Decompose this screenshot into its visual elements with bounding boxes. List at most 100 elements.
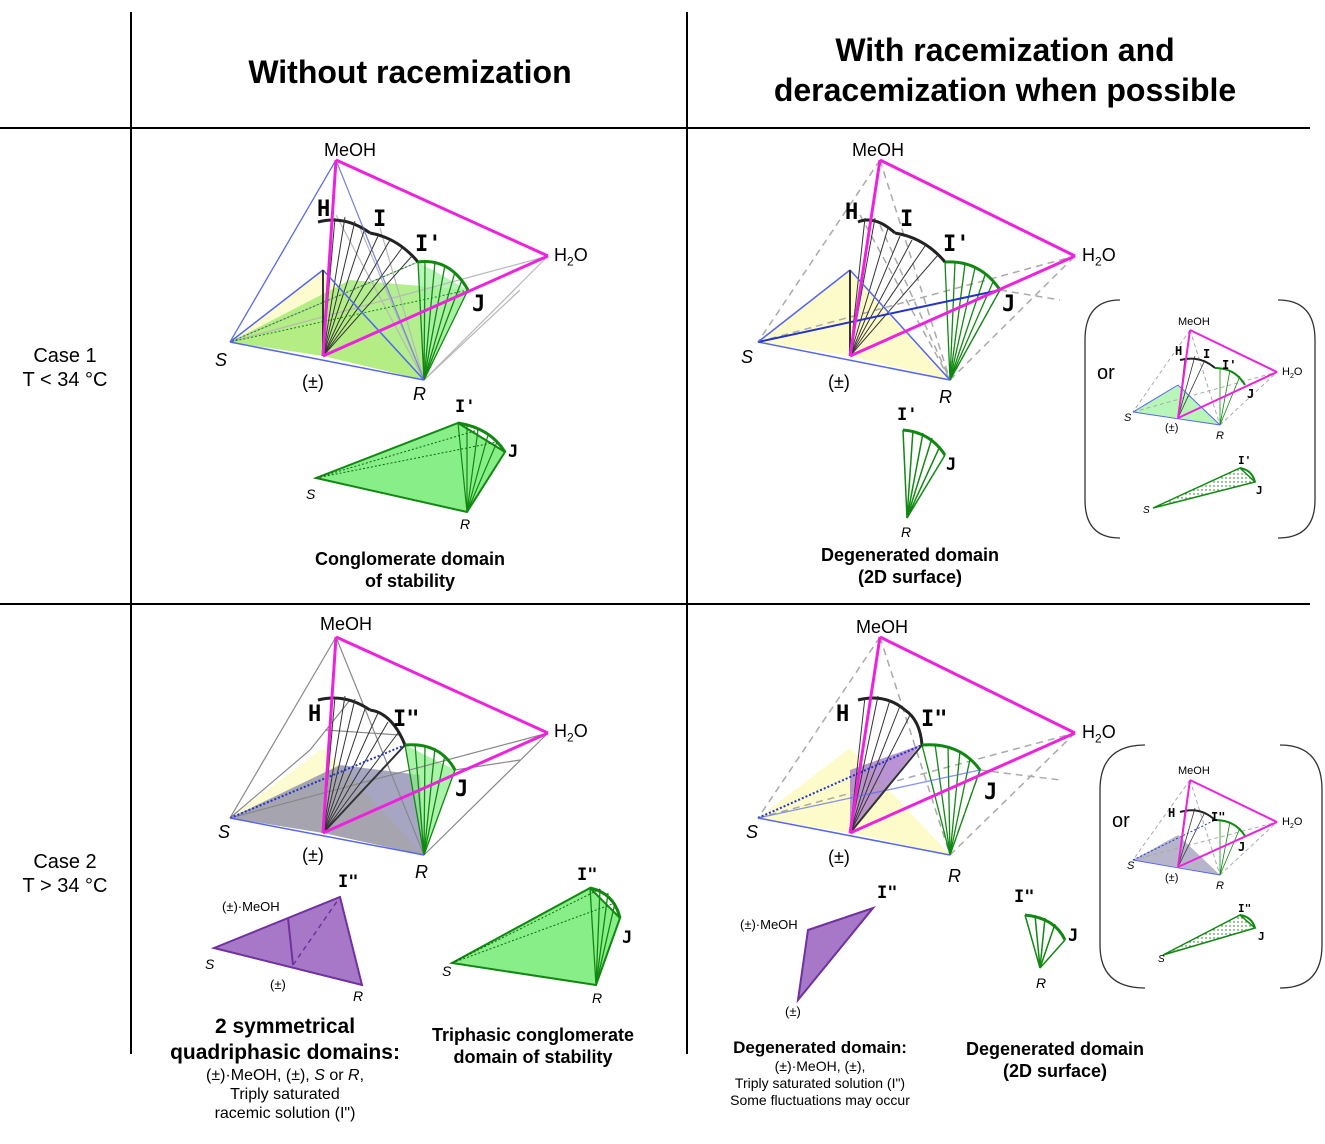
c2l-sub2-idouble-label: I" <box>577 865 598 885</box>
c1-or-bracket <box>1084 299 1316 539</box>
c2r-r-label: R <box>948 866 961 886</box>
c1-or-sub-s: S <box>1143 505 1150 516</box>
c2-or-j: J <box>1238 840 1246 854</box>
c2-right-caption-2d: Degenerated domain (2D surface) <box>930 1038 1180 1082</box>
c2-or-sub-j: J <box>1258 930 1265 943</box>
c2-right-caption-a-line1: Degenerated domain: <box>733 1038 907 1057</box>
c2-left-tetrahedron <box>229 635 549 856</box>
c1-right-caption: Degenerated domain (2D surface) <box>760 544 1060 588</box>
c1r-sub-j-label: J <box>946 455 957 475</box>
c2r-sub-idouble-label: I" <box>877 883 898 903</box>
c2l-h2o-label: H2O <box>554 721 588 745</box>
c2l-sub2-r-label: R <box>592 990 603 1006</box>
c1-or-h2o: H2O <box>1282 366 1303 381</box>
header-with-racemization-line2: deracemization when possible <box>773 72 1237 108</box>
c2-left-caption-quadriphasic: 2 symmetrical quadriphasic domains: (±)·… <box>150 1014 420 1123</box>
c1-or-s: S <box>1124 412 1132 424</box>
c1-or-meoh: MeOH <box>1178 316 1210 328</box>
c1l-h2o-label: H2O <box>554 245 588 269</box>
c1r-r-label: R <box>939 387 952 407</box>
c2-or-s: S <box>1127 860 1135 872</box>
c1-or-i: I <box>1203 347 1211 361</box>
c2l-sub-racemic-meoh-label: (±)·MeOH <box>222 899 280 914</box>
c2-right-caption-b-line2: (2D surface) <box>1002 1061 1108 1081</box>
c2l-sub-s-label: S <box>205 956 215 972</box>
c1-or-label: or <box>1097 362 1115 384</box>
c2r-s-label: S <box>746 822 759 842</box>
c1-left-tetrahedron <box>229 158 549 381</box>
c1l-j-label: J <box>472 292 486 317</box>
header-with-racemization: With racemization and deracemization whe… <box>690 30 1320 110</box>
c2l-h-label: H <box>308 702 322 727</box>
c1r-sub-iprime-label: I' <box>897 405 918 425</box>
c2-or-idouble: I" <box>1211 810 1226 824</box>
c2l-racemic-label: (±) <box>302 845 324 865</box>
c2-left-caption-triphasic: Triphasic conglomerate domain of stabili… <box>398 1024 668 1068</box>
c2r-sub-racemic-meoh-label: (±)·MeOH <box>740 917 798 932</box>
c1-right-caption-line1: Degenerated domain <box>820 545 1000 565</box>
c1-left-caption: Conglomerate domain of stability <box>260 548 560 592</box>
c2-right-purple-subdomain <box>796 905 876 1004</box>
c1r-h2o-label: H2O <box>1082 245 1116 269</box>
c1-or-small-tetrahedron <box>1132 329 1278 426</box>
table-vline-left <box>130 12 132 1054</box>
c2-right-caption-a-line2: (±)·MeOH, (±), <box>774 1058 866 1074</box>
c2r-sub2-j-label: J <box>1068 926 1079 946</box>
c2l-s-label: S <box>218 822 231 842</box>
c2-or-small-tetrahedron <box>1132 779 1278 876</box>
c1-or-h: H <box>1175 344 1183 358</box>
c2-left-caption-a-line3: (±)·MeOH, (±), S or R, <box>205 1067 365 1084</box>
c1-left-subdomain <box>312 421 507 514</box>
c2r-sub2-idouble-label: I" <box>1014 887 1035 907</box>
header-with-racemization-line1: With racemization and <box>835 32 1175 68</box>
c2-or-bracket <box>1099 744 1323 989</box>
c2l-sub-r-label: R <box>353 988 364 1004</box>
c2l-sub2-j-label: J <box>622 928 633 948</box>
c1l-racemic-label: (±) <box>302 372 324 392</box>
table-hline-header <box>0 127 1310 129</box>
c2r-sub2-r-label: R <box>1036 975 1047 991</box>
c1l-sub-j-label: J <box>508 442 519 462</box>
c2l-idouble-label: I" <box>393 707 420 732</box>
c1l-s-label: S <box>215 350 228 370</box>
c2-or-label: or <box>1112 810 1130 832</box>
c2-right-caption-b-line1: Degenerated domain <box>965 1039 1145 1059</box>
c1-or-racemic: (±) <box>1165 422 1179 434</box>
c1r-iprime-label: I' <box>943 232 970 257</box>
c2-left-caption-a-line1: 2 symmetrical <box>214 1015 356 1038</box>
c1-right-subdomain <box>902 428 947 519</box>
c1r-racemic-label: (±) <box>828 372 850 392</box>
c2l-sub2-s-label: S <box>442 963 452 979</box>
c2l-sub-racemic-label: (±) <box>270 977 286 992</box>
c2-left-purple-subdomain <box>210 895 364 987</box>
c1-left-caption-line2: of stability <box>364 571 455 591</box>
c1l-sub-iprime-label: I' <box>455 397 476 417</box>
c2-left-green-subdomain <box>448 886 622 987</box>
c1-left-caption-line1: Conglomerate domain <box>314 549 506 569</box>
table-hline-rows <box>0 603 1310 605</box>
c1-or-sub-j: J <box>1256 484 1263 497</box>
c2r-idouble-label: I" <box>921 707 948 732</box>
row-label-case2: Case 2 T > 34 °C <box>0 850 130 898</box>
c1l-h-label: H <box>317 197 331 222</box>
c2r-j-label: J <box>984 780 998 805</box>
c2-or-sub-s: S <box>1158 954 1165 965</box>
c2l-r-label: R <box>415 862 428 882</box>
header-without-racemization: Without racemization <box>248 54 572 90</box>
c2-right-tetrahedron <box>757 635 1076 856</box>
case2-temperature: T > 34 °C <box>22 875 108 897</box>
c2r-sub-racemic-label: (±) <box>785 1004 801 1019</box>
c1r-sub-r-label: R <box>901 524 912 540</box>
case1-title: Case 1 <box>33 345 97 367</box>
c2-right-caption-a-line3: Triply saturated solution (I") <box>734 1075 906 1091</box>
c2r-racemic-label: (±) <box>828 847 850 867</box>
c1r-s-label: S <box>741 347 754 367</box>
c1-right-tetrahedron <box>757 158 1076 381</box>
c2-or-r: R <box>1216 880 1224 892</box>
case1-temperature: T < 34 °C <box>22 369 108 391</box>
c2-or-h: H <box>1168 806 1176 820</box>
c1l-iprime-label: I' <box>415 232 442 257</box>
c1-right-caption-line2: (2D surface) <box>857 567 963 587</box>
c2r-h2o-label: H2O <box>1082 722 1116 746</box>
c2-or-h2o: H2O <box>1282 816 1303 831</box>
